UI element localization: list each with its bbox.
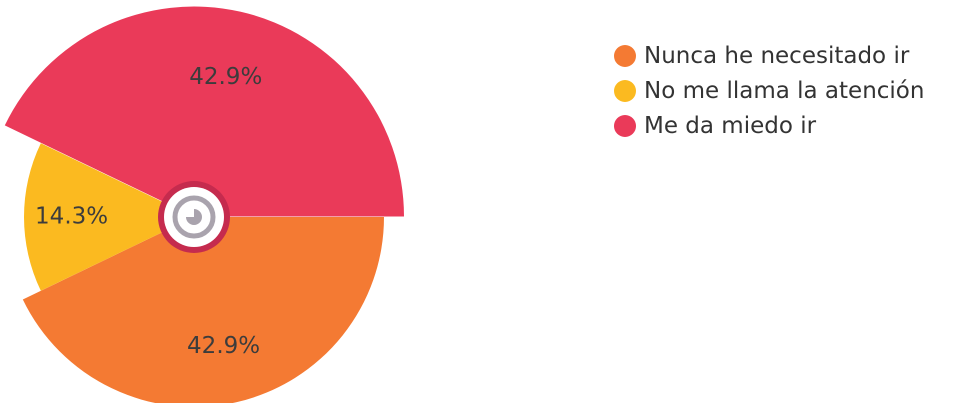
legend-label: No me llama la atención — [644, 77, 925, 104]
legend-label: Me da miedo ir — [644, 112, 817, 139]
pie-slice — [22, 217, 384, 403]
pie-slice — [24, 143, 194, 291]
legend-swatch — [614, 79, 636, 102]
pie-labels: 42.9% 14.3% 42.9% — [35, 64, 262, 359]
pie-chart-icon — [158, 181, 230, 253]
pie-data-label: 42.9% — [189, 64, 262, 90]
legend: Nunca he necesitado ir No me llama la at… — [614, 38, 924, 143]
legend-item-miedo: Me da miedo ir — [614, 108, 924, 143]
pie-slice — [4, 6, 405, 217]
pie-slices — [4, 6, 405, 403]
legend-item-no-me-llama: No me llama la atención — [614, 73, 924, 108]
legend-swatch — [614, 114, 636, 137]
legend-label: Nunca he necesitado ir — [644, 42, 910, 69]
pie-data-label: 42.9% — [187, 333, 260, 359]
legend-swatch — [614, 44, 636, 67]
legend-item-nunca: Nunca he necesitado ir — [614, 38, 924, 73]
pie-data-label: 14.3% — [35, 204, 108, 230]
